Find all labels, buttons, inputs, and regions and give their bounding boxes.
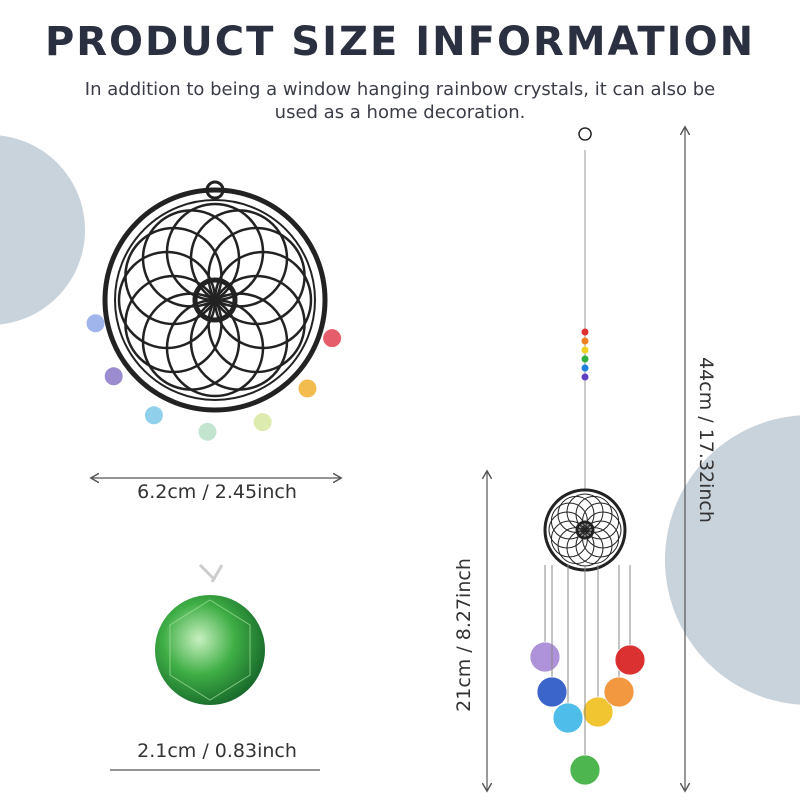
bead <box>581 346 589 354</box>
pattern-ring <box>207 226 306 326</box>
crystal <box>536 676 568 708</box>
crystal <box>582 696 614 728</box>
bead <box>144 406 163 425</box>
bead <box>298 379 317 398</box>
bead <box>86 314 105 333</box>
crystal <box>529 641 561 673</box>
bead <box>581 373 589 381</box>
crystal <box>552 702 584 734</box>
title: PRODUCT SIZE INFORMATION <box>45 19 755 65</box>
bead <box>581 328 589 336</box>
bead <box>581 337 589 345</box>
pattern-ring <box>582 502 620 540</box>
pattern-ring <box>189 209 289 308</box>
bead <box>323 329 342 348</box>
crystal <box>603 676 635 708</box>
bead <box>253 413 272 432</box>
crystal <box>569 754 601 786</box>
dreamcatcher-detail <box>86 180 342 441</box>
crystal <box>614 644 646 676</box>
dimension-label: 6.2cm / 2.45inch <box>137 481 297 503</box>
subtitle: used as a home decoration. <box>275 102 526 123</box>
dimension-label: 44cm / 17.32inch <box>695 357 717 523</box>
bg-circle <box>665 415 800 705</box>
subtitle: In addition to being a window hanging ra… <box>85 79 715 100</box>
bead <box>581 355 589 363</box>
bead <box>581 364 589 372</box>
dimension-label: 21cm / 8.27inch <box>453 558 475 712</box>
bg-circle <box>0 135 85 325</box>
sun-catcher <box>529 127 646 786</box>
dimension-label: 2.1cm / 0.83inch <box>137 740 297 762</box>
bead <box>198 422 217 441</box>
pattern-ring <box>575 495 613 533</box>
crystal-ball <box>155 563 265 705</box>
bead <box>104 367 123 386</box>
